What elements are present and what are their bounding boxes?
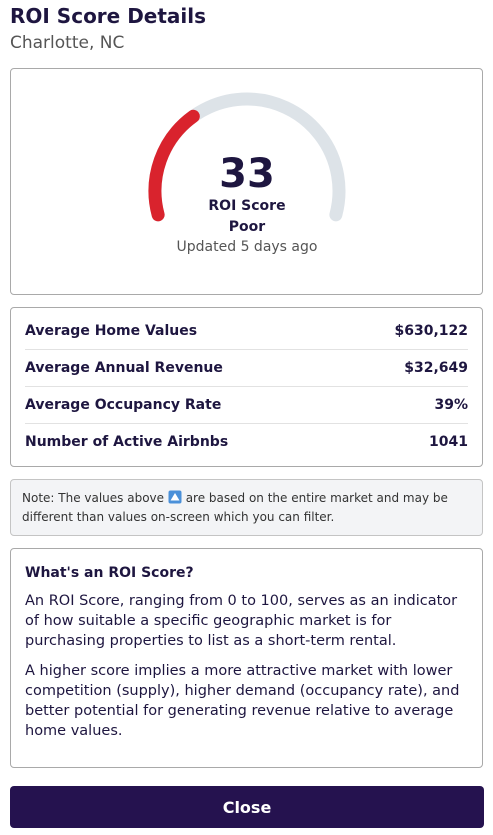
score-value: 33 (219, 151, 275, 197)
metric-label: Number of Active Airbnbs (25, 434, 229, 450)
score-rating: Poor (229, 219, 265, 235)
info-paragraph: An ROI Score, ranging from 0 to 100, ser… (25, 593, 458, 649)
metric-label: Average Annual Revenue (25, 360, 223, 376)
updated: Updated 5 days ago (177, 239, 318, 255)
metric-row: Average Annual Revenue $32,649 (25, 350, 468, 387)
note-text: are based on the entire market and may b… (22, 491, 448, 524)
metrics-card: Average Home Values $630,122 Average Annua… (10, 307, 483, 467)
note: Note: The values above are based on the … (10, 479, 483, 536)
metric-value: $32,649 (404, 360, 468, 376)
score-label: ROI Score (208, 198, 285, 214)
up-icon (168, 490, 182, 504)
metric-value: 1041 (429, 434, 468, 450)
metric-row: Average Occupancy Rate 39% (25, 387, 468, 424)
metric-row: Number of Active Airbnbs 1041 (25, 424, 468, 460)
metric-row: Average Home Values $630,122 (25, 313, 468, 350)
subtitle: Charlotte, NC (10, 33, 125, 53)
metric-label: Average Occupancy Rate (25, 397, 222, 413)
info-card: What's an ROI Score? An ROI Score, rangi… (10, 548, 483, 768)
note-text: Note: The values above (22, 491, 165, 505)
info-heading: What's an ROI Score? (25, 565, 194, 581)
score-card: 33 ROI Score Poor Updated 5 days ago (10, 68, 483, 295)
gauge-fill (148, 109, 200, 222)
metric-value: $630,122 (394, 323, 468, 339)
gauge: 33 ROI Score Poor Updated 5 days ago (148, 92, 346, 255)
metric-value: 39% (434, 397, 468, 413)
info-paragraph: A higher score implies a more attractive… (25, 663, 460, 739)
metric-label: Average Home Values (25, 323, 198, 339)
title: ROI Score Details (10, 4, 207, 28)
close-button[interactable]: Close (10, 786, 484, 828)
